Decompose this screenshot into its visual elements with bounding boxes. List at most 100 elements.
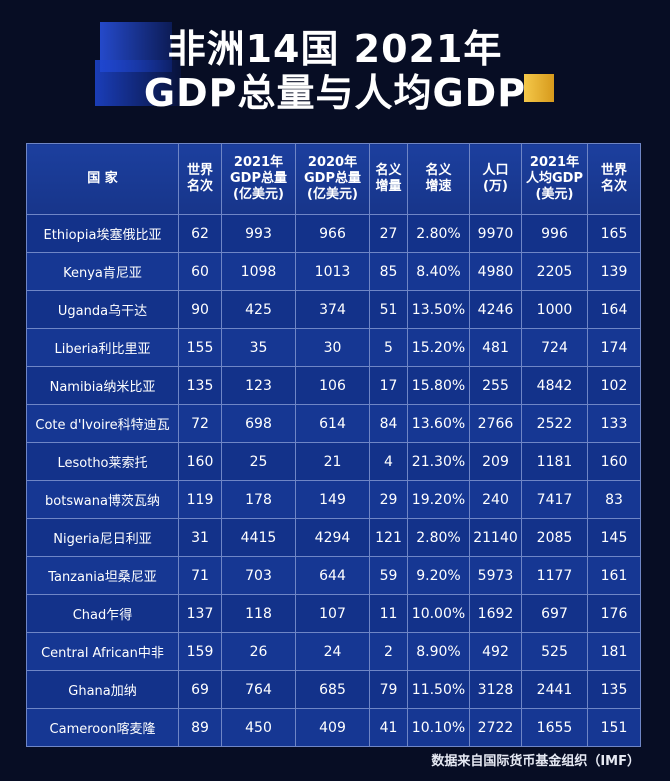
cell-per-capita-world-rank: 174 [587, 328, 641, 367]
cell-nominal-increase: 4 [369, 442, 408, 481]
gdp-table-container: 国 家世界 名次 2021年 GDP总量 (亿美元) 2020年 GDP总量 (亿美元) 名义增… [26, 143, 641, 747]
table-header-row: 国 家世界 名次 2021年 GDP总量 (亿美元) 2020年 GDP总量 (亿美元) 名义增… [26, 143, 641, 215]
header-line: 2020年 [307, 155, 358, 170]
cell-nominal-growth: 11.50% [407, 670, 470, 709]
cell-gdp-per-capita-2021: 525 [521, 632, 588, 671]
cell-gdp-2020: 24 [295, 632, 370, 671]
cell-population: 3128 [469, 670, 522, 709]
cell-nominal-growth: 15.20% [407, 328, 470, 367]
table-body: Ethiopia埃塞俄比亚 62 993 966 27 2.80% 9970 996 165 Ke… [26, 214, 641, 747]
header-line: (美元) [535, 187, 574, 202]
header-line: 名义 [375, 163, 402, 178]
header-gdp-2020: 2020年 GDP总量 (亿美元) [295, 143, 370, 215]
cell-gdp-per-capita-2021: 996 [521, 214, 588, 253]
header-line: 人均GDP [526, 171, 583, 186]
header-per-capita-world-rank: 世界 名次 [587, 143, 641, 215]
cell-gdp-2020: 409 [295, 708, 370, 747]
cell-country: Central African中非 [26, 632, 179, 671]
cell-gdp-2020: 685 [295, 670, 370, 709]
cell-per-capita-world-rank: 139 [587, 252, 641, 291]
cell-nominal-increase: 41 [369, 708, 408, 747]
header-country: 国 家 [26, 143, 179, 215]
header-line: 国 家 [87, 171, 118, 186]
cell-country: Kenya肯尼亚 [26, 252, 179, 291]
cell-per-capita-world-rank: 165 [587, 214, 641, 253]
cell-world-rank: 31 [178, 518, 222, 557]
cell-gdp-per-capita-2021: 1000 [521, 290, 588, 329]
cell-country: Ghana加纳 [26, 670, 179, 709]
header-line: 名次 [186, 179, 213, 194]
cell-per-capita-world-rank: 176 [587, 594, 641, 633]
cell-gdp-2020: 966 [295, 214, 370, 253]
cell-gdp-per-capita-2021: 2522 [521, 404, 588, 443]
cell-world-rank: 62 [178, 214, 222, 253]
cell-gdp-2020: 644 [295, 556, 370, 595]
cell-per-capita-world-rank: 151 [587, 708, 641, 747]
header-nominal-increase: 名义 增量 [369, 143, 408, 215]
header-line: 世界 [600, 163, 627, 178]
cell-nominal-increase: 59 [369, 556, 408, 595]
cell-population: 492 [469, 632, 522, 671]
cell-nominal-growth: 8.90% [407, 632, 470, 671]
cell-country: Ethiopia埃塞俄比亚 [26, 214, 179, 253]
cell-world-rank: 71 [178, 556, 222, 595]
table-row: Chad乍得 137 118 107 11 10.00% 1692 697 176 [26, 594, 641, 633]
cell-nominal-growth: 9.20% [407, 556, 470, 595]
cell-world-rank: 160 [178, 442, 222, 481]
cell-per-capita-world-rank: 135 [587, 670, 641, 709]
cell-population: 240 [469, 480, 522, 519]
cell-country: Tanzania坦桑尼亚 [26, 556, 179, 595]
table-row: Cote d'Ivoire科特迪瓦 72 698 614 84 13.60% 2766 252… [26, 404, 641, 443]
cell-nominal-growth: 2.80% [407, 518, 470, 557]
cell-gdp-per-capita-2021: 4842 [521, 366, 588, 405]
cell-gdp-2020: 21 [295, 442, 370, 481]
table-row: Nigeria尼日利亚 31 4415 4294 121 2.80% 21140 2085 14… [26, 518, 641, 557]
title-line-1: 非洲14国 2021年 [167, 27, 503, 71]
table-row: Liberia利比里亚 155 35 30 5 15.20% 481 724 174 [26, 328, 641, 367]
cell-world-rank: 69 [178, 670, 222, 709]
cell-country: Chad乍得 [26, 594, 179, 633]
cell-gdp-2021: 425 [221, 290, 296, 329]
header-gdp-2021: 2021年 GDP总量 (亿美元) [221, 143, 296, 215]
cell-nominal-increase: 2 [369, 632, 408, 671]
cell-per-capita-world-rank: 145 [587, 518, 641, 557]
cell-population: 255 [469, 366, 522, 405]
cell-per-capita-world-rank: 83 [587, 480, 641, 519]
cell-nominal-growth: 13.50% [407, 290, 470, 329]
cell-world-rank: 155 [178, 328, 222, 367]
cell-world-rank: 159 [178, 632, 222, 671]
cell-gdp-2021: 35 [221, 328, 296, 367]
cell-population: 5973 [469, 556, 522, 595]
cell-gdp-per-capita-2021: 7417 [521, 480, 588, 519]
header-line: GDP总量 [230, 171, 287, 186]
table-row: Namibia纳米比亚 135 123 106 17 15.80% 255 4842 102 [26, 366, 641, 405]
cell-per-capita-world-rank: 160 [587, 442, 641, 481]
cell-nominal-growth: 10.00% [407, 594, 470, 633]
gdp-table: 国 家世界 名次 2021年 GDP总量 (亿美元) 2020年 GDP总量 (亿美元) 名义增… [26, 143, 641, 747]
header-gdp-per-capita-2021: 2021年 人均GDP (美元) [521, 143, 588, 215]
cell-gdp-per-capita-2021: 724 [521, 328, 588, 367]
table-row: Ghana加纳 69 764 685 79 11.50% 3128 2441 135 [26, 670, 641, 709]
cell-nominal-increase: 79 [369, 670, 408, 709]
cell-country: botswana博茨瓦纳 [26, 480, 179, 519]
cell-gdp-2021: 4415 [221, 518, 296, 557]
header-line: 增量 [375, 179, 402, 194]
cell-country: Namibia纳米比亚 [26, 366, 179, 405]
cell-world-rank: 60 [178, 252, 222, 291]
cell-population: 1692 [469, 594, 522, 633]
cell-per-capita-world-rank: 164 [587, 290, 641, 329]
cell-country: Nigeria尼日利亚 [26, 518, 179, 557]
cell-gdp-per-capita-2021: 697 [521, 594, 588, 633]
cell-world-rank: 137 [178, 594, 222, 633]
cell-country: Liberia利比里亚 [26, 328, 179, 367]
cell-gdp-2020: 107 [295, 594, 370, 633]
cell-gdp-2021: 26 [221, 632, 296, 671]
cell-gdp-2021: 1098 [221, 252, 296, 291]
cell-gdp-2021: 698 [221, 404, 296, 443]
header-population: 人口 (万) [469, 143, 522, 215]
cell-population: 4980 [469, 252, 522, 291]
cell-world-rank: 72 [178, 404, 222, 443]
table-row: Kenya肯尼亚 60 1098 1013 85 8.40% 4980 2205 139 [26, 252, 641, 291]
cell-nominal-growth: 2.80% [407, 214, 470, 253]
cell-nominal-increase: 5 [369, 328, 408, 367]
